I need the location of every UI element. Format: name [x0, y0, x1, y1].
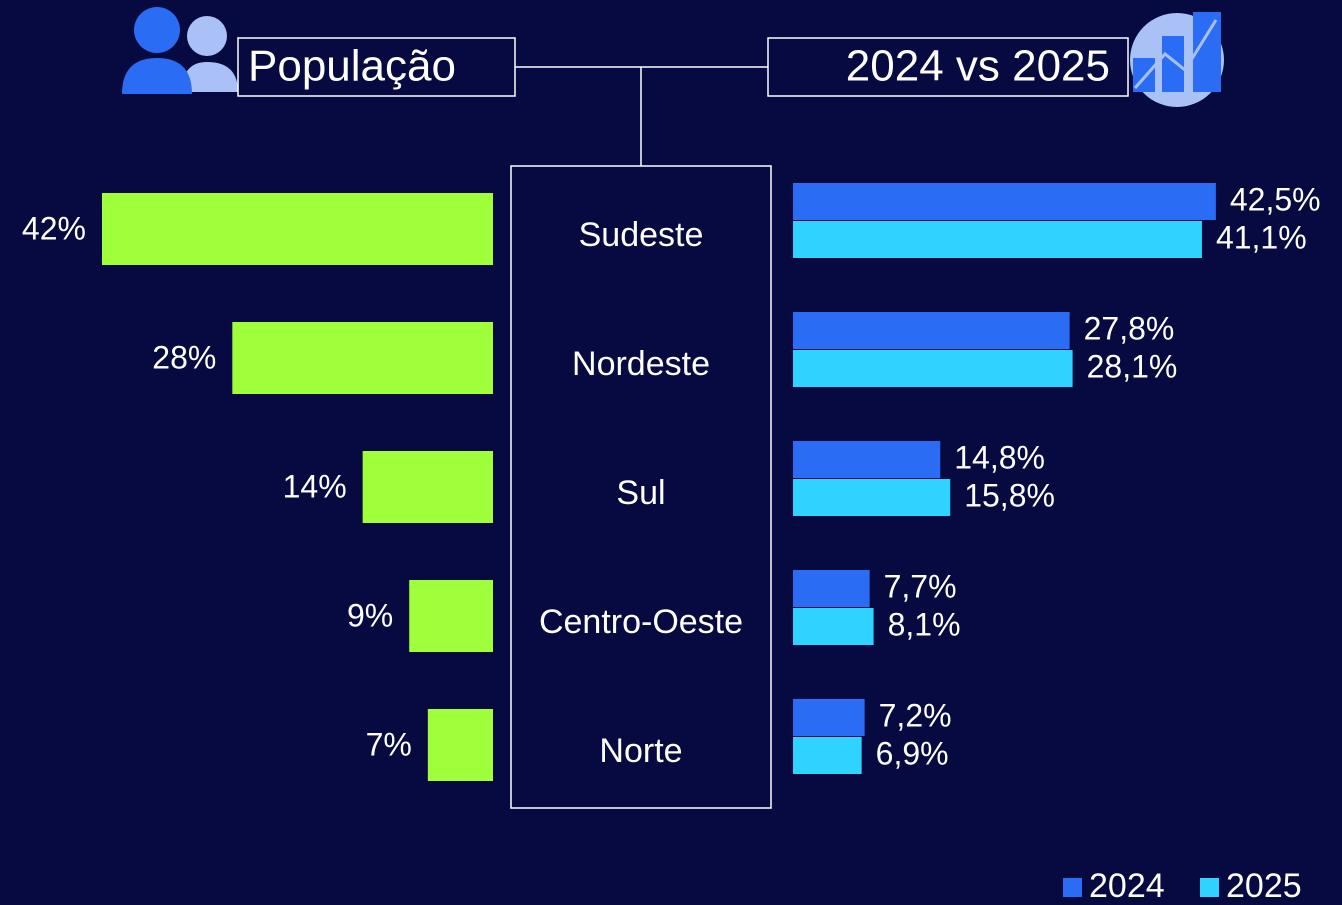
- bar: [793, 183, 1216, 220]
- bar: [793, 570, 870, 607]
- bar: [793, 608, 874, 645]
- category-label: Nordeste: [572, 345, 710, 383]
- bar: [793, 441, 941, 478]
- bar: [793, 479, 951, 516]
- bar: [232, 322, 493, 394]
- bar: [427, 709, 493, 781]
- bar: [793, 312, 1070, 349]
- data-label: 28%: [152, 339, 216, 375]
- people-icon: [122, 7, 238, 94]
- data-label: 7,7%: [884, 568, 957, 604]
- legend-swatch: [1063, 878, 1082, 897]
- category-label: Sul: [616, 474, 665, 512]
- bar: [793, 699, 865, 736]
- data-label: 8,1%: [888, 606, 961, 642]
- data-label: 14,8%: [954, 439, 1045, 475]
- data-label: 7%: [366, 726, 412, 762]
- data-label: 42,5%: [1230, 181, 1321, 217]
- data-label: 7,2%: [879, 697, 952, 733]
- bar: [101, 193, 493, 265]
- bar: [793, 350, 1073, 387]
- data-label: 41,1%: [1216, 219, 1307, 255]
- category-box: [510, 165, 772, 809]
- bar: [793, 737, 862, 774]
- data-label: 9%: [347, 597, 393, 633]
- data-label: 14%: [283, 468, 347, 504]
- chart-title: 2024 vs 2025: [846, 42, 1110, 91]
- category-label: Centro-Oeste: [539, 603, 743, 641]
- data-label: 27,8%: [1084, 310, 1175, 346]
- connector: [515, 66, 768, 166]
- data-label: 28,1%: [1087, 348, 1178, 384]
- bar: [409, 580, 493, 652]
- data-label: 15,8%: [964, 477, 1055, 513]
- legend-label: 2024: [1089, 867, 1165, 905]
- legend-swatch: [1200, 878, 1219, 897]
- chart-title: População: [248, 42, 456, 91]
- data-label: 6,9%: [876, 735, 949, 771]
- category-label: Sudeste: [579, 216, 704, 254]
- bar: [362, 451, 493, 523]
- growth-icon: [1130, 12, 1224, 107]
- legend-label: 2025: [1226, 867, 1302, 905]
- category-label: Norte: [599, 732, 682, 770]
- data-label: 42%: [22, 210, 86, 246]
- bar: [793, 221, 1202, 258]
